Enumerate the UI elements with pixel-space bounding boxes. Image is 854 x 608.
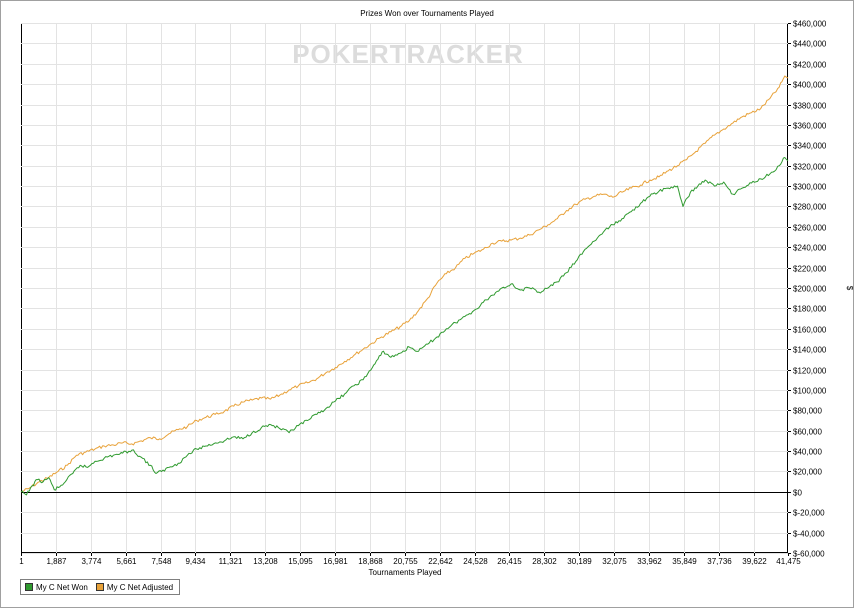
y-tick-label: $-60,000	[793, 550, 825, 559]
legend-label-net-adjusted: My C Net Adjusted	[106, 582, 174, 592]
x-tick-label: 7,548	[151, 557, 172, 566]
x-tick-label: 22,642	[428, 557, 453, 566]
x-tick-label: 1	[19, 557, 24, 566]
y-ticks-layer: $-60,000 $-40,000 $-20,000 $0 $20,000 $40,000…	[788, 20, 827, 559]
y-tick-label: $80,000	[793, 407, 822, 416]
x-tick-label: 13,208	[253, 557, 278, 566]
x-tick-label: 9,434	[185, 557, 206, 566]
y-tick-label: $280,000	[793, 203, 827, 212]
legend: My C Net Won My C Net Adjusted	[20, 579, 181, 595]
y-tick-label: $60,000	[793, 428, 822, 437]
x-tick-label: 20,755	[393, 557, 418, 566]
y-tick-label: $20,000	[793, 468, 822, 477]
x-tick-label: 18,868	[358, 557, 383, 566]
y-axis-label: $	[845, 286, 854, 291]
x-tick-label: 33,962	[637, 557, 662, 566]
y-tick-label: $120,000	[793, 367, 827, 376]
y-tick-label: $360,000	[793, 122, 827, 131]
y-tick-label: $160,000	[793, 326, 827, 335]
y-tick-label: $200,000	[793, 285, 827, 294]
y-tick-label: $-20,000	[793, 509, 825, 518]
x-tick-label: 35,849	[672, 557, 697, 566]
series-line-net-adjusted	[20, 75, 789, 493]
x-tick-label: 26,415	[497, 557, 522, 566]
y-tick-label: $100,000	[793, 387, 827, 396]
chart-title: Prizes Won over Tournaments Played	[360, 9, 494, 18]
series-layer	[20, 75, 789, 496]
y-tick-label: $-40,000	[793, 530, 825, 539]
y-tick-label: $140,000	[793, 346, 827, 355]
x-tick-label: 11,321	[219, 557, 243, 566]
x-tick-label: 28,302	[532, 557, 557, 566]
legend-label-net-won: My C Net Won	[36, 582, 88, 592]
x-tick-label: 15,095	[288, 557, 313, 566]
y-tick-label: $320,000	[793, 163, 827, 172]
x-ticks-layer: 1 1,887 3,774 5,661 7,548 9,434 11,321 13,208 15…	[19, 553, 801, 566]
x-tick-label: 1,887	[46, 557, 67, 566]
y-tick-label: $380,000	[793, 102, 827, 111]
y-tick-label: $420,000	[793, 61, 827, 70]
series-line-net-won	[20, 157, 789, 496]
y-tick-label: $440,000	[793, 40, 827, 49]
x-tick-label: 16,981	[323, 557, 348, 566]
y-tick-label: $220,000	[793, 265, 827, 274]
legend-swatch-net-adjusted	[95, 583, 104, 591]
legend-item-net-adjusted[interactable]: My C Net Adjusted	[95, 582, 174, 592]
x-tick-label: 39,622	[742, 557, 767, 566]
y-tick-label: $260,000	[793, 224, 827, 233]
x-tick-label: 3,774	[81, 557, 102, 566]
y-tick-label: $300,000	[793, 183, 827, 192]
y-tick-label: $340,000	[793, 142, 827, 151]
x-axis-label: Tournaments Played	[369, 568, 442, 577]
legend-swatch-net-won	[25, 583, 33, 591]
grid-layer	[21, 23, 788, 554]
y-tick-label: $40,000	[793, 448, 822, 457]
y-tick-label: $240,000	[793, 244, 827, 253]
y-tick-label: $0	[793, 489, 802, 498]
x-tick-label: 24,528	[463, 557, 488, 566]
x-tick-label: 30,189	[567, 557, 592, 566]
x-tick-label: 32,075	[602, 557, 627, 566]
y-tick-label: $180,000	[793, 305, 827, 314]
y-tick-label: $460,000	[793, 20, 827, 29]
x-tick-label: 5,661	[116, 557, 137, 566]
x-tick-label: 37,736	[707, 557, 732, 566]
x-tick-label: 41,475	[776, 557, 801, 566]
y-tick-label: $400,000	[793, 81, 827, 90]
legend-item-net-won[interactable]: My C Net Won	[25, 583, 88, 592]
